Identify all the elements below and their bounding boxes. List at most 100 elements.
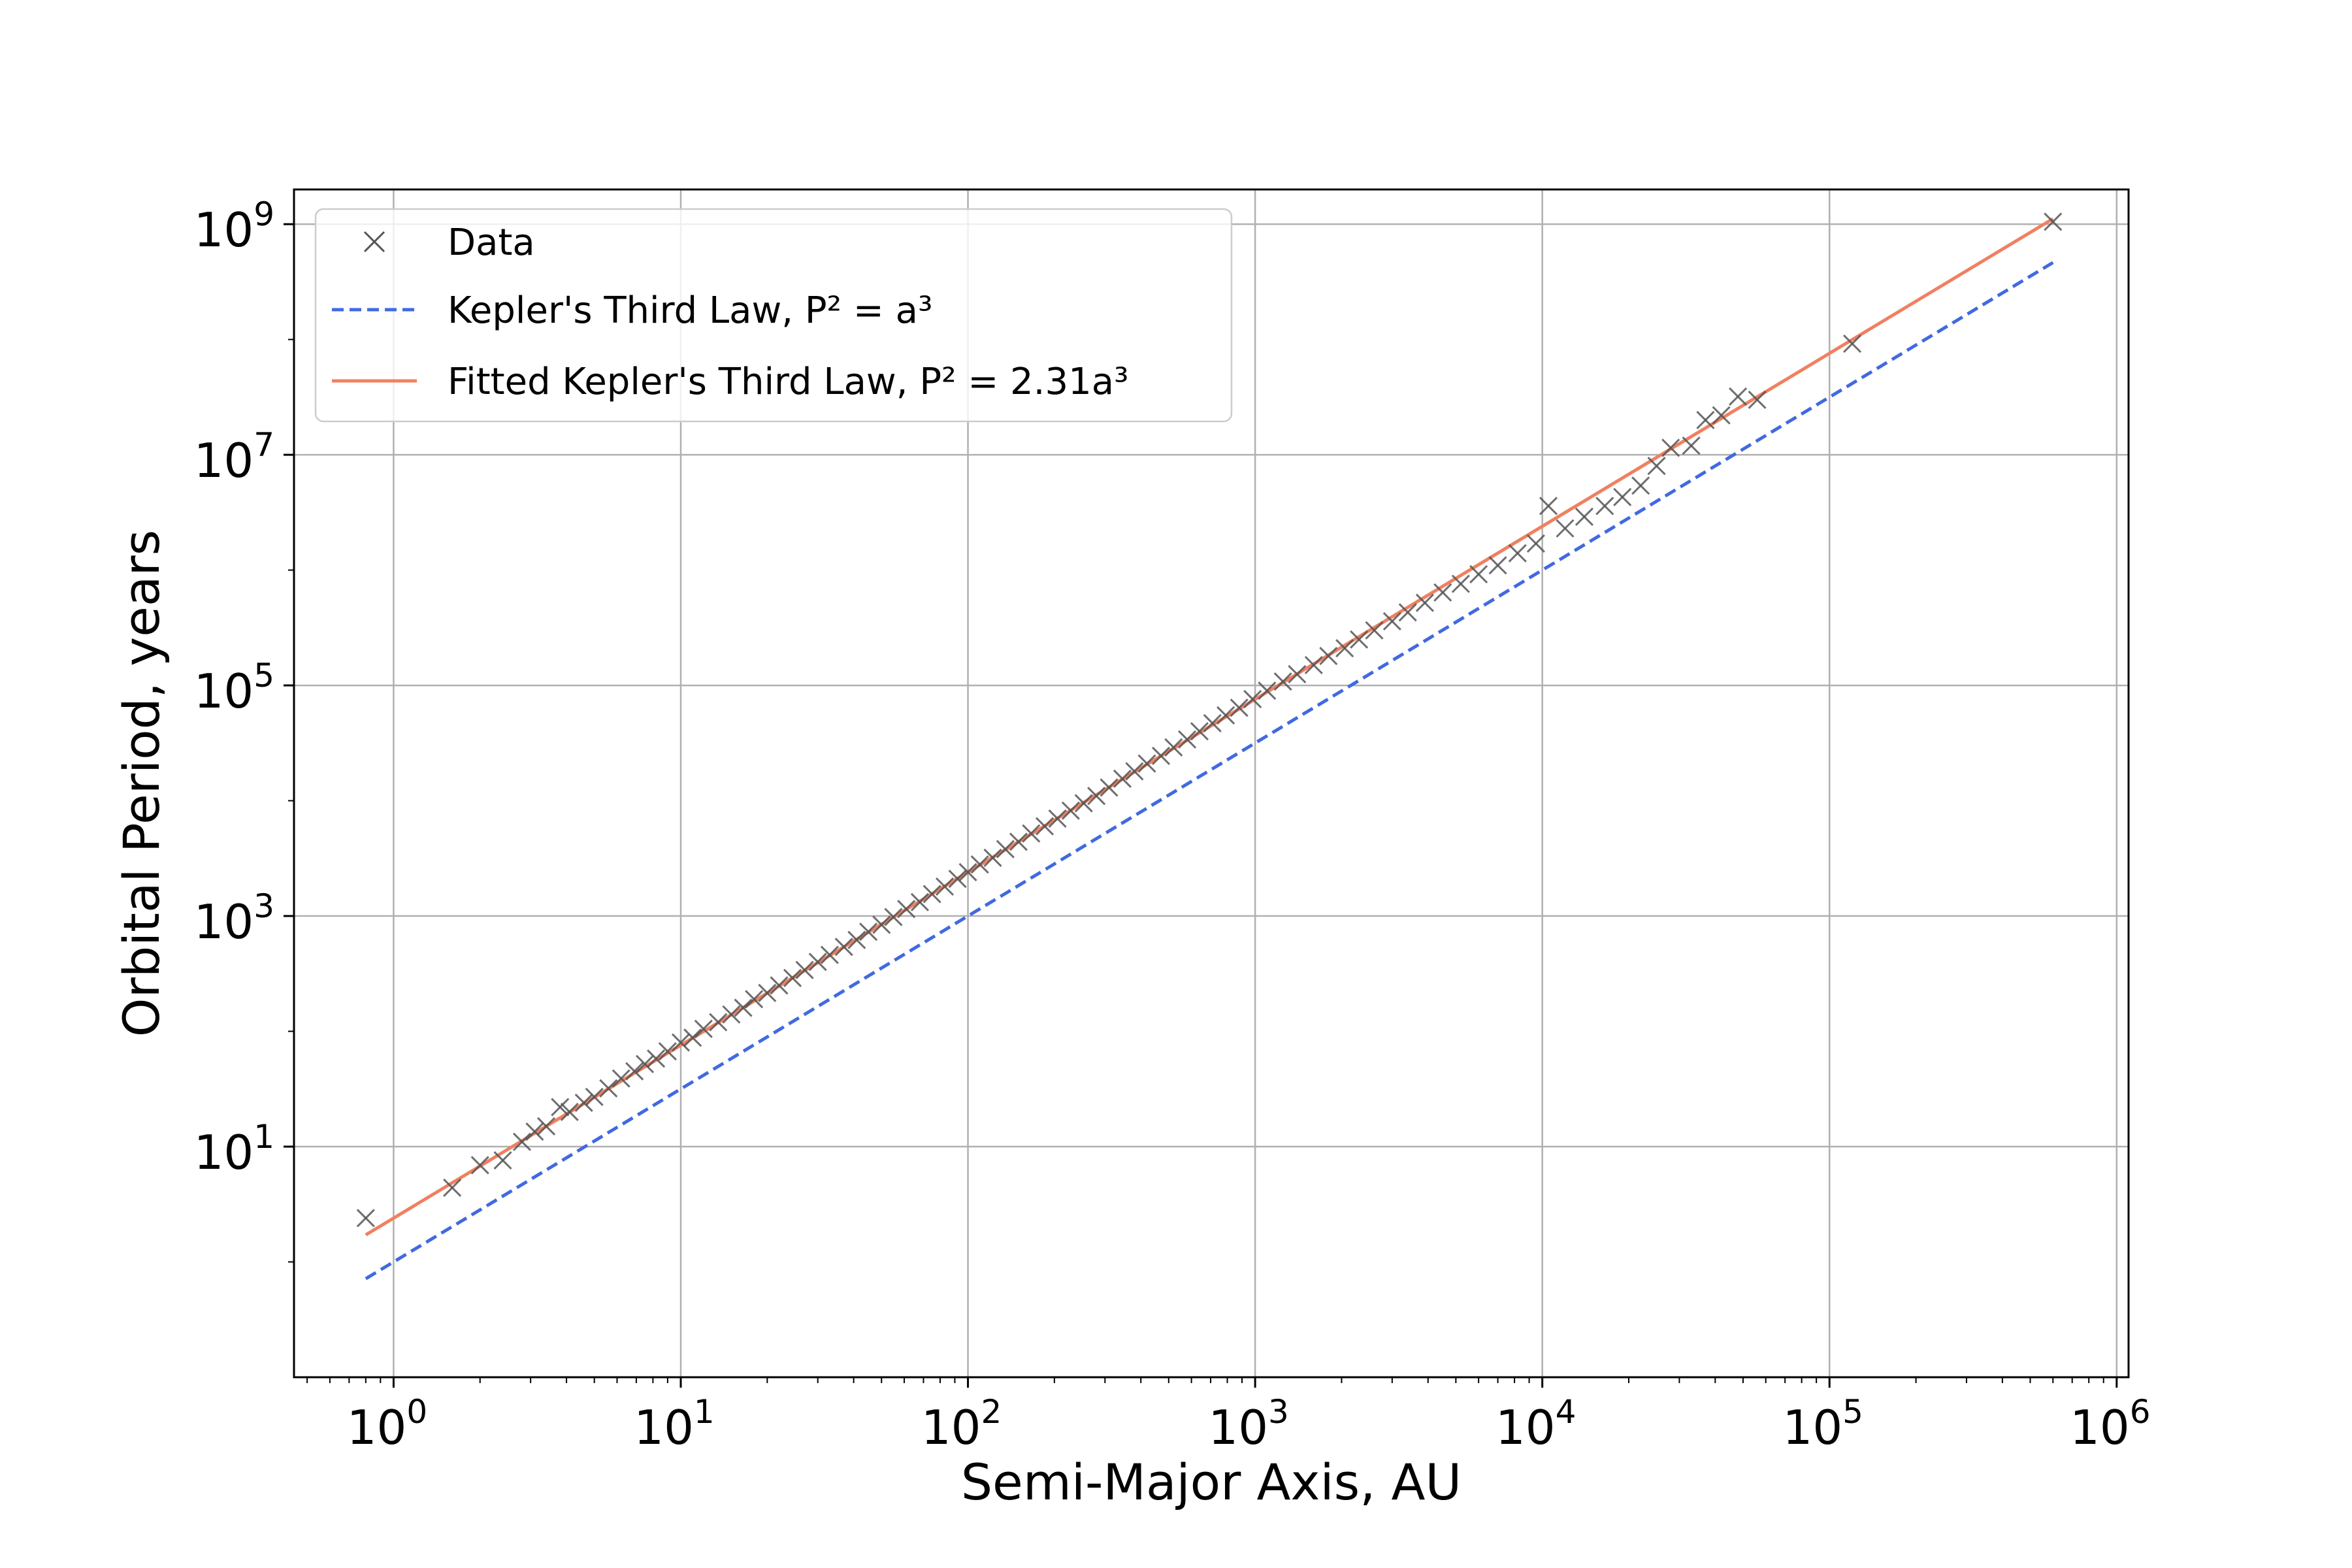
data-point — [1696, 410, 1715, 430]
legend-label-fitted: Fitted Kepler's Third Law, P² = 2.31a³ — [448, 361, 1129, 403]
data-point — [1350, 630, 1369, 649]
data-point — [1203, 713, 1222, 733]
data-point-stroke — [1009, 832, 1028, 851]
data-point-stroke — [1217, 706, 1235, 725]
y-tick-exponent: 9 — [253, 195, 274, 233]
data-point-stroke — [1178, 730, 1197, 749]
data-point-stroke — [1335, 639, 1354, 658]
x-tick-exponent: 2 — [981, 1393, 1002, 1431]
data-point-stroke — [551, 1098, 570, 1117]
data-point-stroke — [1842, 334, 1862, 353]
data-point — [1258, 681, 1277, 700]
data-point — [625, 1062, 644, 1081]
data-point-stroke — [1190, 722, 1209, 741]
data-point — [897, 900, 916, 919]
data-point-stroke — [1682, 436, 1701, 455]
data-point — [847, 930, 866, 949]
data-point-stroke — [356, 1209, 375, 1228]
data-point-stroke — [1243, 690, 1262, 709]
data-point-stroke — [1061, 801, 1080, 820]
data-point — [683, 1028, 702, 1047]
data-point-stroke — [1100, 778, 1119, 797]
data-point-stroke — [996, 840, 1015, 858]
data-point-stroke — [709, 1013, 728, 1032]
x-tick-label-4: 104 — [1495, 1393, 1576, 1455]
data-point-stroke — [599, 1079, 618, 1098]
data-point — [1508, 544, 1527, 563]
data-point — [647, 1049, 666, 1068]
data-point-stroke — [795, 960, 814, 979]
data-point — [536, 1117, 556, 1136]
data-point-stroke — [1631, 476, 1650, 495]
data-point-stroke — [923, 885, 941, 904]
legend-label-kepler: Kepler's Third Law, P² = a³ — [448, 289, 932, 332]
data-point-stroke — [758, 983, 777, 1002]
data-point-stroke — [958, 862, 977, 882]
x-tick-exponent: 5 — [1842, 1393, 1863, 1431]
data-point-stroke — [671, 1033, 691, 1052]
data-point-stroke — [1137, 754, 1156, 773]
data-point-stroke — [536, 1117, 556, 1136]
data-point-stroke — [1273, 672, 1292, 691]
data-point-stroke — [1729, 387, 1748, 406]
data-point-stroke — [683, 1028, 702, 1047]
data-point-stroke — [1575, 507, 1593, 527]
data-point-stroke — [1087, 787, 1106, 806]
data-point — [574, 1093, 593, 1112]
x-tick-exponent: 6 — [2130, 1393, 2151, 1431]
data-point — [1335, 639, 1354, 658]
data-point-stroke — [1613, 487, 1632, 506]
x-tick-label-3: 103 — [1208, 1393, 1288, 1455]
data-point-stroke — [847, 930, 866, 949]
data-point — [356, 1209, 375, 1228]
data-point-stroke — [443, 1178, 462, 1198]
data-point — [443, 1178, 462, 1198]
kepler-law-line — [365, 261, 2054, 1281]
data-point-stroke — [1074, 794, 1093, 813]
data-point-stroke — [1113, 769, 1132, 789]
data-point — [820, 945, 839, 964]
data-point-stroke — [1556, 519, 1575, 538]
data-point — [1382, 612, 1401, 630]
y-tick-label-1: 103 — [194, 887, 274, 949]
data-point — [1273, 672, 1292, 691]
data-point-stroke — [1595, 497, 1614, 515]
data-point-stroke — [1696, 410, 1715, 430]
x-tick-exponent: 3 — [1268, 1393, 1289, 1431]
legend-kepler-formula: P² = a³ — [805, 289, 933, 332]
data-point — [493, 1151, 512, 1170]
data-point — [1433, 583, 1452, 602]
data-point — [1217, 706, 1235, 725]
data-point — [958, 862, 977, 882]
data-point-stroke — [820, 945, 839, 964]
data-point — [2044, 212, 2063, 231]
x-tick-label-0: 100 — [347, 1393, 427, 1455]
data-point — [470, 1156, 489, 1175]
data-point — [1595, 497, 1614, 515]
y-tick-label-0: 101 — [194, 1118, 274, 1180]
data-point-stroke — [1415, 593, 1434, 612]
data-point — [551, 1098, 570, 1117]
data-point — [783, 968, 802, 987]
x-tick-base: 10 — [921, 1400, 981, 1455]
data-point — [612, 1069, 630, 1088]
data-point — [948, 870, 967, 889]
data-point — [1288, 664, 1307, 684]
data-point-stroke — [1288, 664, 1307, 684]
data-point — [1243, 690, 1262, 709]
data-point — [1061, 801, 1080, 820]
data-point-stroke — [1451, 574, 1470, 593]
data-point — [758, 983, 777, 1002]
data-point — [636, 1054, 655, 1073]
data-point — [1469, 564, 1488, 584]
data-point-stroke — [560, 1102, 579, 1121]
data-point — [1151, 746, 1171, 765]
data-point-stroke — [808, 953, 827, 972]
data-point — [1748, 390, 1767, 409]
data-point — [884, 907, 903, 926]
data-point — [1125, 762, 1144, 781]
y-tick-label-2: 105 — [194, 657, 274, 719]
data-point — [1556, 519, 1575, 538]
data-point-stroke — [983, 848, 1002, 867]
data-point — [910, 892, 929, 911]
